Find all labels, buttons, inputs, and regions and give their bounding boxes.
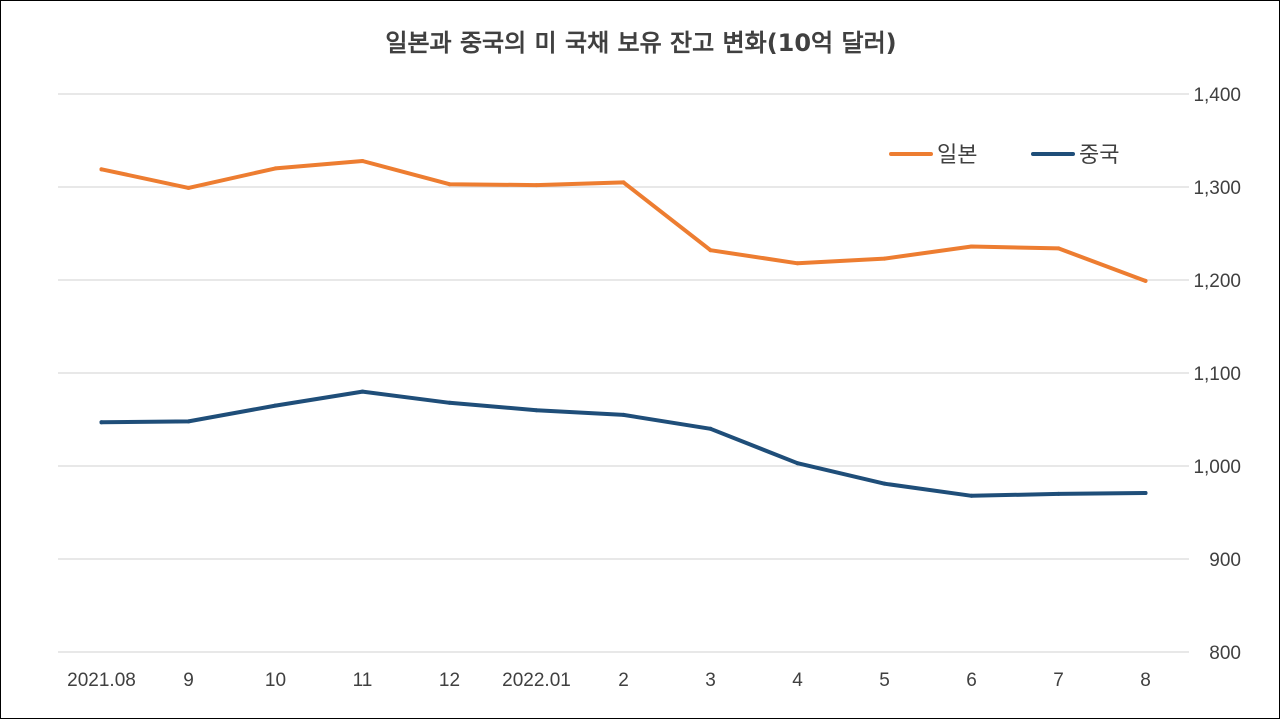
data-point: [1056, 246, 1061, 251]
data-point: [360, 389, 365, 394]
data-point: [273, 166, 278, 171]
x-tick-label: 12: [439, 670, 460, 691]
x-tick-label: 4: [792, 670, 803, 691]
x-tick-label: 11: [353, 670, 373, 691]
data-point: [795, 261, 800, 266]
legend-label: 중국: [1079, 143, 1119, 168]
legend: 일본 중국: [889, 143, 1119, 168]
data-point: [969, 493, 974, 498]
x-tick-label: 8: [1140, 670, 1151, 691]
x-axis-ticks: 2021.08 9 10 11 12 2022.01 2 3 4 5 6 7 8: [67, 670, 1151, 691]
x-tick-label: 9: [183, 670, 194, 691]
data-point: [99, 167, 104, 172]
data-point: [360, 158, 365, 163]
series-line-0: [99, 159, 1148, 283]
series-lines: [99, 158, 1148, 498]
y-tick-label: 800: [1209, 643, 1241, 664]
y-tick-label: 900: [1209, 550, 1241, 571]
y-tick-label: 1,000: [1193, 457, 1241, 478]
data-point: [1056, 491, 1061, 496]
data-point: [447, 182, 452, 187]
data-point: [447, 400, 452, 405]
data-point: [534, 408, 539, 413]
x-tick-label: 2021.08: [67, 670, 136, 691]
data-point: [273, 403, 278, 408]
x-tick-label: 10: [265, 670, 286, 691]
chart-title: 일본과 중국의 미 국채 보유 잔고 변화(10억 달러): [385, 29, 896, 57]
data-point: [99, 420, 104, 425]
data-point: [186, 185, 191, 190]
x-tick-label: 3: [705, 670, 716, 691]
data-point: [1143, 490, 1148, 495]
y-tick-label: 1,100: [1193, 364, 1241, 385]
data-point: [708, 248, 713, 253]
legend-label: 일본: [937, 143, 977, 168]
y-tick-label: 1,400: [1193, 85, 1241, 106]
data-point: [1143, 278, 1148, 283]
data-point: [882, 256, 887, 261]
data-point: [882, 481, 887, 486]
data-point: [621, 412, 626, 417]
series-line-1: [99, 389, 1148, 498]
x-tick-label: 7: [1053, 670, 1064, 691]
data-point: [621, 180, 626, 185]
x-tick-label: 2022.01: [502, 670, 571, 691]
x-tick-label: 5: [879, 670, 890, 691]
y-tick-label: 1,200: [1193, 271, 1241, 292]
data-point: [534, 183, 539, 188]
y-axis-ticks: 800 900 1,000 1,100 1,200 1,300 1,400: [1193, 85, 1241, 664]
x-tick-label: 6: [966, 670, 977, 691]
grid-lines: [58, 93, 1189, 653]
y-tick-label: 1,300: [1193, 178, 1241, 199]
data-point: [186, 419, 191, 424]
data-point: [795, 461, 800, 466]
x-tick-label: 2: [618, 670, 629, 691]
data-point: [969, 244, 974, 249]
data-point: [708, 426, 713, 431]
